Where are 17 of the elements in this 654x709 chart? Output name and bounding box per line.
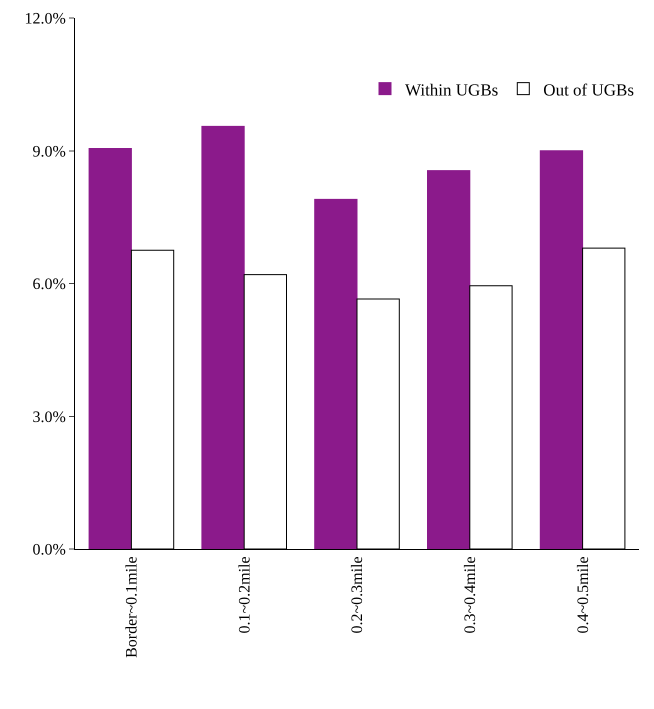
x-tick-label: 0.1~0.2mile <box>236 556 254 634</box>
y-tick-label: 6.0% <box>32 276 66 294</box>
bar <box>427 170 470 549</box>
y-tick-label: 9.0% <box>32 143 66 160</box>
y-tick-label: 3.0% <box>32 408 66 426</box>
x-tick-label: 0.4~0.5mile <box>574 556 592 634</box>
x-tick-label: Border~0.1mile <box>124 556 141 658</box>
y-tick-label: 0.0% <box>32 542 66 559</box>
y-tick-label: 12.0% <box>24 10 66 28</box>
bar <box>314 198 358 549</box>
legend-label: Out of UGBs <box>543 80 634 100</box>
bar <box>88 148 132 549</box>
legend-label: Within UGBs <box>405 80 498 100</box>
bar <box>201 126 245 549</box>
x-tick-label: 0.2~0.3mile <box>349 556 366 634</box>
bar <box>540 150 584 549</box>
x-tick-label: 0.3~0.4mile <box>462 556 479 634</box>
